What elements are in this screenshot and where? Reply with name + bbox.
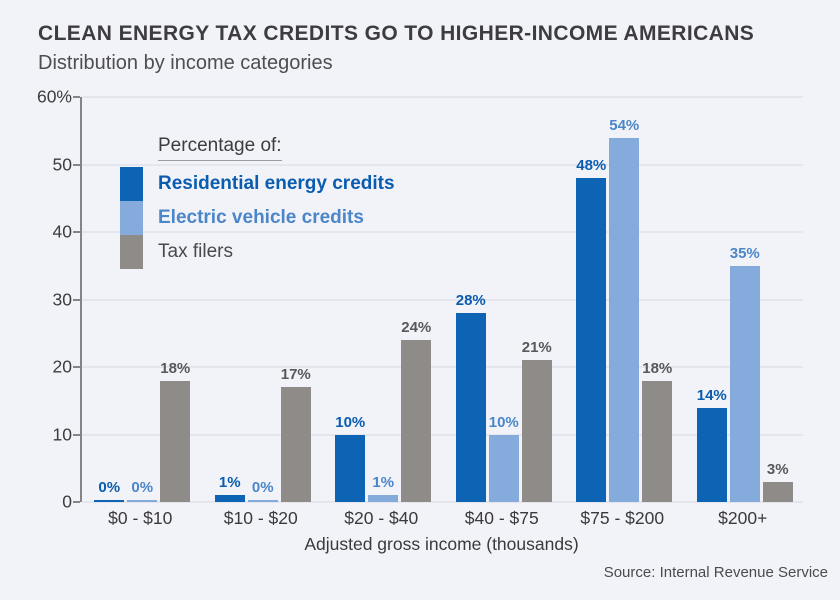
gridline-40 bbox=[82, 231, 803, 233]
chart-subtitle: Distribution by income categories bbox=[38, 52, 333, 74]
y-tick-mark bbox=[73, 298, 80, 301]
bar-value-label: 1% bbox=[218, 474, 241, 492]
plot-area: 0 10 20 30 40 50 60% 0% 0% 18% 1% 0% 17% 10% 1% 24% 28%… bbox=[37, 87, 803, 512]
x-category-label: $200+ bbox=[718, 508, 768, 528]
y-tick-mark bbox=[73, 433, 80, 436]
bar-value-label: 14% bbox=[696, 386, 727, 404]
taxfilers-swatch bbox=[120, 235, 143, 269]
bar-value-label: 0% bbox=[98, 479, 121, 496]
source-note: Source: Internal Revenue Service bbox=[603, 564, 828, 581]
bar-residential-energy-credits-1 bbox=[94, 500, 125, 502]
y-tick-label: 20 bbox=[52, 356, 72, 377]
chart-legend: Percentage of: Residential energy credit… bbox=[120, 135, 395, 269]
bar-value-label: 48% bbox=[576, 157, 607, 174]
bar-value-label: 3% bbox=[766, 460, 789, 478]
ev-swatch bbox=[120, 201, 143, 235]
bar-residential-energy-credits-2 bbox=[214, 495, 245, 502]
legend-label-residential: Residential energy credits bbox=[158, 173, 395, 194]
bar-tax-filers-5 bbox=[642, 380, 673, 502]
x-category-label: $40 - $75 bbox=[464, 508, 539, 528]
bar-tax-filers-3 bbox=[401, 340, 432, 502]
bar-value-label: 35% bbox=[729, 244, 760, 262]
bar-value-label: 17% bbox=[280, 366, 311, 384]
bar-tax-filers-4 bbox=[521, 360, 552, 502]
bar-value-label: 0% bbox=[251, 479, 274, 496]
bar-value-label: 10% bbox=[335, 413, 366, 431]
bar-residential-energy-credits-6 bbox=[696, 407, 727, 502]
bar-electric-vehicle-credits-4 bbox=[488, 434, 519, 502]
bar-value-label: 21% bbox=[521, 339, 552, 357]
x-axis-title: Adjusted gross income (thousands) bbox=[304, 534, 579, 554]
y-tick-label: 50 bbox=[52, 154, 72, 174]
y-tick-mark bbox=[73, 501, 80, 503]
y-tick-label: 30 bbox=[52, 289, 72, 309]
gridline-20 bbox=[82, 366, 803, 368]
bar-tax-filers-1 bbox=[160, 380, 191, 502]
residential-swatch bbox=[120, 167, 143, 201]
bar-electric-vehicle-credits-3 bbox=[368, 495, 399, 502]
y-tick-mark bbox=[73, 231, 80, 233]
y-tick-label: 40 bbox=[52, 221, 72, 242]
bar-electric-vehicle-credits-2 bbox=[247, 500, 278, 502]
y-tick-label: 10 bbox=[52, 424, 72, 444]
bar-value-label: 10% bbox=[488, 413, 519, 431]
bar-value-label: 54% bbox=[609, 116, 640, 134]
x-category-label: $75 - $200 bbox=[580, 508, 665, 528]
legend-label-ev: Electric vehicle credits bbox=[158, 207, 364, 228]
legend-item-residential: Residential energy credits bbox=[120, 167, 395, 201]
bar-residential-energy-credits-4 bbox=[455, 313, 486, 502]
y-tick-mark bbox=[73, 96, 80, 98]
bar-electric-vehicle-credits-1 bbox=[127, 500, 158, 502]
chart-title: CLEAN ENERGY TAX CREDITS GO TO HIGHER-IN… bbox=[38, 22, 755, 45]
bar-tax-filers-6 bbox=[762, 481, 793, 502]
bar-value-label: 1% bbox=[372, 474, 395, 492]
legend-label-taxfilers: Tax filers bbox=[158, 241, 233, 262]
y-tick-label: 60% bbox=[36, 86, 72, 107]
bar-tax-filers-2 bbox=[280, 387, 311, 502]
y-tick-mark bbox=[73, 163, 80, 166]
x-category-label: $10 - $20 bbox=[223, 508, 298, 528]
x-category-label: $0 - $10 bbox=[108, 508, 173, 528]
gridline-60 bbox=[82, 96, 803, 98]
bar-value-label: 0% bbox=[131, 479, 154, 496]
bar-electric-vehicle-credits-6 bbox=[729, 265, 760, 502]
legend-title: Percentage of: bbox=[158, 135, 282, 161]
gridline-0 bbox=[82, 501, 803, 503]
bar-residential-energy-credits-3 bbox=[335, 434, 366, 502]
legend-item-ev: Electric vehicle credits bbox=[120, 201, 395, 235]
gridline-10 bbox=[82, 433, 803, 436]
gridline-50 bbox=[82, 163, 803, 166]
gridline-30 bbox=[82, 298, 803, 301]
legend-item-taxfilers: Tax filers bbox=[120, 235, 395, 269]
y-tick-mark bbox=[73, 366, 80, 368]
bar-electric-vehicle-credits-5 bbox=[609, 137, 640, 502]
bar-value-label: 24% bbox=[401, 319, 432, 336]
bar-value-label: 28% bbox=[455, 292, 486, 309]
bar-value-label: 18% bbox=[160, 359, 191, 377]
x-category-label: $20 - $40 bbox=[344, 508, 419, 528]
bar-value-label: 18% bbox=[642, 359, 673, 377]
bar-residential-energy-credits-5 bbox=[576, 178, 607, 502]
y-tick-label: 0 bbox=[62, 491, 72, 512]
